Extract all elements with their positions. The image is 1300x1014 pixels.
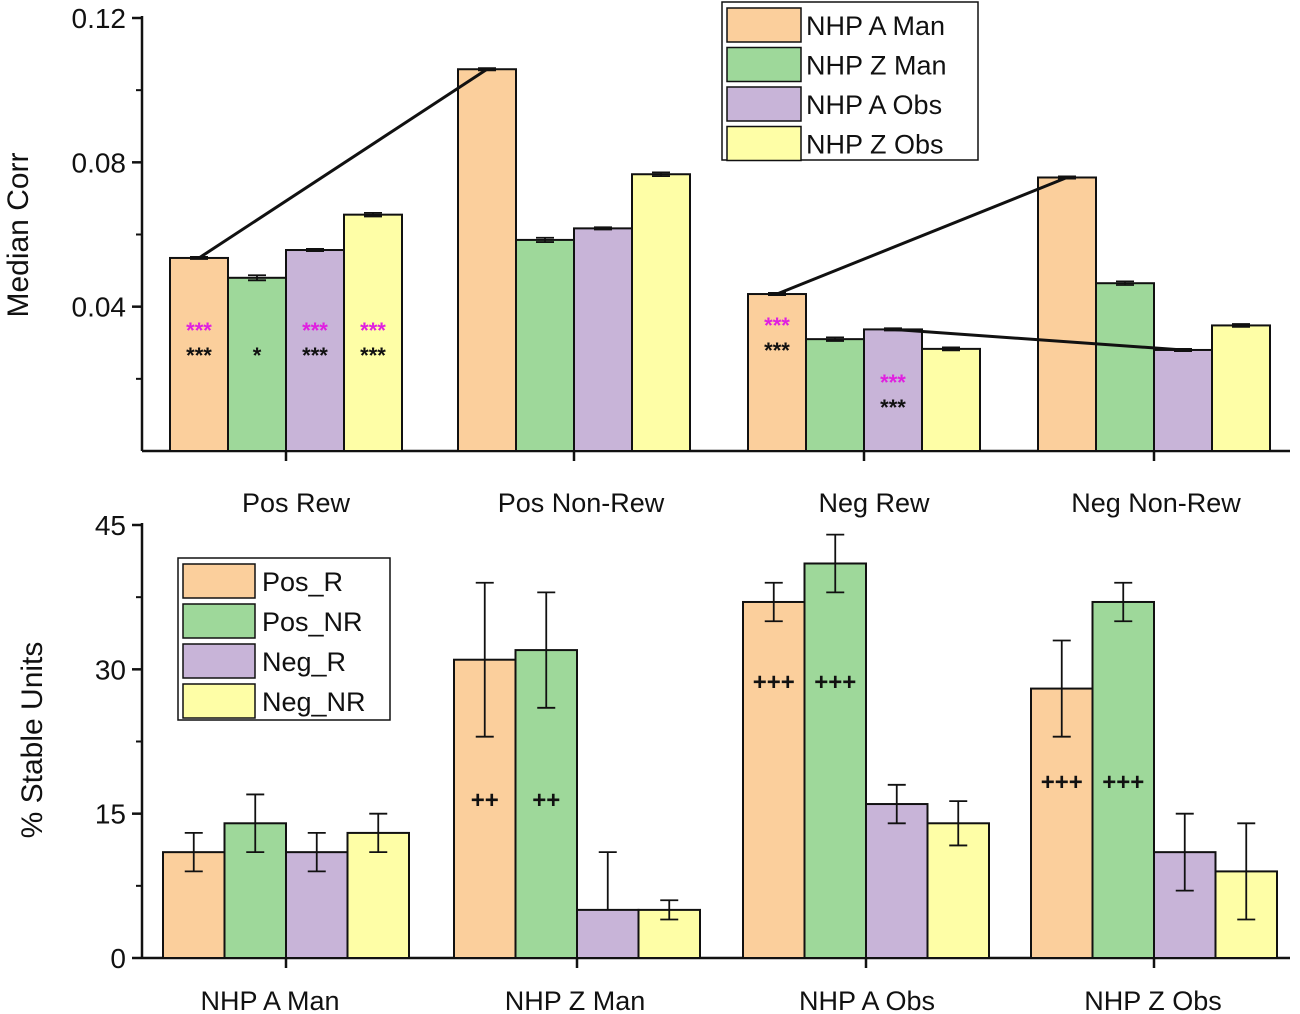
connector-line [892, 327, 1184, 352]
y-tick-label: 0.08 [72, 147, 127, 178]
significance-stars-magenta: *** [186, 318, 212, 343]
bar-nhp-z-obs [631, 173, 691, 452]
bar-nhp-a-obs [573, 227, 633, 452]
legend-swatch [726, 125, 802, 162]
x-category-label: NHP A Obs [799, 986, 935, 1014]
connector-line [776, 176, 1068, 296]
bar-nhp-a-man [457, 68, 517, 452]
significance-plus: ++ [471, 787, 499, 814]
bar-nhp-a-obs [1153, 348, 1213, 453]
significance-plus: +++ [1041, 769, 1083, 796]
legend-swatch [182, 683, 256, 719]
legend-label: Neg_R [262, 647, 346, 677]
significance-stars-magenta: *** [302, 318, 328, 343]
legend-label: NHP A Obs [806, 90, 942, 120]
bar-nhp-a-man [1037, 176, 1097, 452]
y-axis-label: Median Corr [2, 152, 35, 317]
bar-nhp-a-obs [285, 249, 345, 452]
significance-stars-black: *** [880, 395, 906, 420]
x-category-label: NHP A Man [200, 986, 339, 1014]
significance-stars-black: *** [360, 343, 386, 368]
y-tick-label: 45 [95, 510, 126, 541]
y-tick-label: 0.04 [72, 292, 127, 323]
significance-stars-black: *** [186, 343, 212, 368]
bar-nhp-z-man [805, 338, 865, 452]
significance-stars-magenta: *** [360, 318, 386, 343]
legend-swatch [726, 86, 802, 122]
x-category-label: Pos Non-Rew [498, 488, 665, 518]
significance-plus: +++ [814, 669, 856, 696]
legend-swatch [182, 603, 256, 639]
legend-swatch [182, 643, 256, 679]
y-tick-label: 30 [95, 654, 126, 685]
bar-neg-r [865, 803, 929, 959]
significance-plus: ++ [532, 787, 560, 814]
significance-stars-magenta: *** [880, 370, 906, 395]
x-category-label: Pos Rew [242, 488, 351, 518]
y-axis-label: % Stable Units [16, 642, 49, 839]
significance-stars-black: *** [764, 338, 790, 363]
bar-neg-nr [346, 831, 410, 960]
legend-swatch [726, 7, 802, 43]
significance-stars-magenta: *** [764, 313, 790, 338]
legend-label: Neg_NR [262, 687, 366, 717]
x-category-label: NHP Z Man [505, 986, 646, 1014]
median-corr-chart: 0.04 0.08 0.12 Median Corr Pos Rew Pos Non-Re… [2, 1, 1290, 518]
y-tick-label: 0 [110, 943, 126, 974]
significance-plus: +++ [1102, 769, 1144, 796]
y-tick-label: 15 [95, 799, 126, 830]
y-tick-label: 0.12 [72, 3, 127, 34]
bar-pos-r [742, 600, 806, 959]
legend-swatch [726, 46, 802, 83]
stable-units-chart: 0 15 30 45 % Stable Units NHP A Man NHP Z Man N… [16, 510, 1290, 1014]
legend-label: NHP Z Obs [806, 130, 944, 160]
legend-label: Pos_R [262, 567, 343, 597]
significance-stars-black: * [253, 343, 262, 368]
legend-label: NHP Z Man [806, 51, 947, 81]
bar-neg-r [576, 908, 640, 960]
legend-label: Pos_NR [262, 607, 363, 637]
x-category-label: Neg Rew [818, 488, 930, 518]
x-category-label: Neg Non-Rew [1071, 488, 1241, 518]
bar-nhp-z-obs [343, 213, 403, 452]
bar-pos-nr [1091, 600, 1155, 959]
bar-nhp-z-obs [921, 347, 981, 452]
bar-nhp-z-man [1095, 282, 1155, 452]
bar-nhp-a-man [169, 256, 229, 452]
bar-nhp-z-obs [1211, 324, 1271, 452]
bar-pos-nr [803, 562, 867, 959]
bar-pos-nr [514, 649, 578, 959]
significance-stars-black: *** [302, 343, 328, 368]
connector-line [198, 67, 488, 260]
bar-nhp-z-man [515, 238, 575, 452]
legend-label: NHP A Man [806, 11, 945, 41]
significance-plus: +++ [753, 669, 795, 696]
legend-swatch [182, 563, 256, 599]
x-category-label: NHP Z Obs [1084, 986, 1222, 1014]
